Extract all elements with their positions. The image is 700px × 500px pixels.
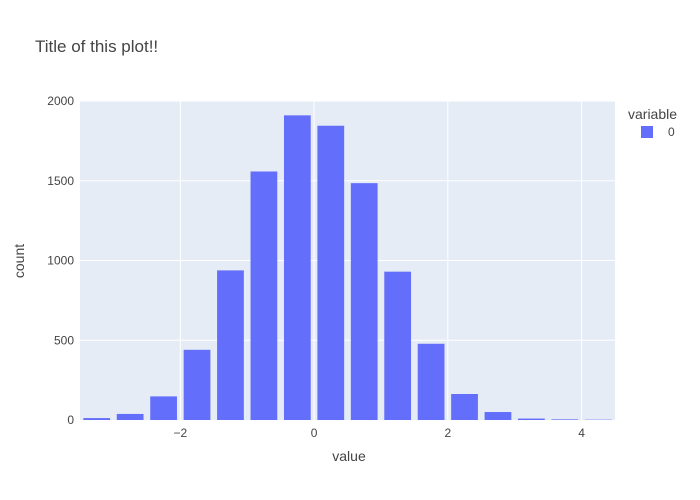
bar[interactable] bbox=[283, 115, 311, 420]
y-tick-label: 1000 bbox=[47, 254, 74, 268]
chart-title: Title of this plot!! bbox=[35, 37, 158, 56]
x-tick-label: 0 bbox=[311, 426, 318, 440]
legend-title: variable bbox=[628, 106, 677, 122]
bar[interactable] bbox=[116, 413, 144, 420]
bar[interactable] bbox=[451, 394, 478, 420]
legend-swatch[interactable] bbox=[641, 126, 653, 138]
bar[interactable] bbox=[417, 343, 445, 420]
bar[interactable] bbox=[384, 271, 412, 420]
bar[interactable] bbox=[83, 418, 111, 420]
x-axis-title: value bbox=[332, 448, 366, 464]
bars bbox=[83, 115, 612, 420]
bar[interactable] bbox=[217, 270, 244, 420]
gridlines bbox=[80, 100, 615, 420]
bar[interactable] bbox=[250, 171, 278, 420]
x-tick-label: 2 bbox=[444, 426, 451, 440]
x-axis-ticks: −2 0 2 4 bbox=[173, 426, 585, 440]
y-tick-label: 500 bbox=[54, 333, 74, 347]
bar[interactable] bbox=[150, 396, 177, 420]
y-tick-label: 0 bbox=[67, 413, 74, 427]
y-tick-label: 2000 bbox=[47, 94, 74, 108]
x-tick-label: −2 bbox=[173, 426, 187, 440]
bar[interactable] bbox=[484, 412, 512, 420]
legend-entry-label[interactable]: 0 bbox=[668, 125, 675, 139]
y-axis-title: count bbox=[11, 244, 27, 278]
bar[interactable] bbox=[551, 419, 579, 420]
legend: variable 0 bbox=[628, 106, 677, 139]
bar[interactable] bbox=[518, 418, 545, 420]
x-tick-label: 4 bbox=[578, 426, 585, 440]
y-tick-label: 1500 bbox=[47, 174, 74, 188]
bar[interactable] bbox=[317, 125, 345, 420]
y-axis-ticks: 0 500 1000 1500 2000 bbox=[47, 94, 74, 427]
bar[interactable] bbox=[350, 183, 378, 420]
bar[interactable] bbox=[183, 349, 211, 420]
